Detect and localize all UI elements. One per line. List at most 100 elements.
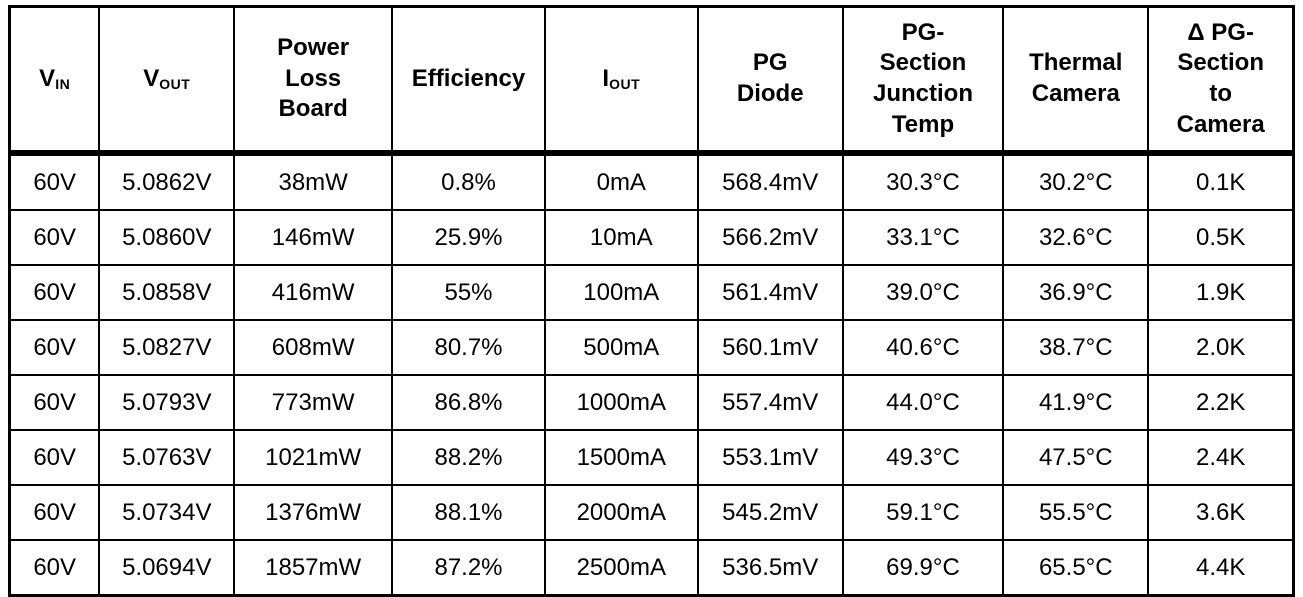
table-cell-delta: 4.4K	[1147, 539, 1295, 597]
table-cell-power_loss: 608mW	[233, 319, 394, 376]
table-cell-thermal: 41.9°C	[1002, 374, 1150, 431]
table-cell-power_loss: 1857mW	[233, 539, 394, 597]
table-cell-thermal: 47.5°C	[1002, 429, 1150, 486]
table-cell-vout: 5.0862V	[98, 152, 236, 211]
table-cell-vin: 60V	[8, 484, 101, 541]
header-iout: IOUT	[543, 5, 699, 156]
table-cell-vout: 5.0827V	[98, 319, 236, 376]
header-pg-section-junction-temp: PG- Section Junction Temp	[841, 5, 1005, 156]
table-cell-delta: 0.1K	[1147, 152, 1295, 211]
table-cell-power_loss: 38mW	[233, 152, 394, 211]
table-row: 60V 5.0858V 416mW 55% 100mA 561.4mV 39.0°C 36.9…	[8, 264, 1295, 321]
table-cell-efficiency: 80.7%	[391, 319, 546, 376]
table-cell-power_loss: 773mW	[233, 374, 394, 431]
table-cell-pg_junction: 30.3°C	[841, 152, 1005, 211]
table-row: 60V 5.0694V 1857mW 87.2% 2500mA 536.5mV 69.9°C…	[8, 539, 1295, 597]
header-vin: VIN	[8, 5, 101, 156]
table-cell-vin: 60V	[8, 374, 101, 431]
header-vout: VOUT	[98, 5, 236, 156]
table-cell-vout: 5.0694V	[98, 539, 236, 597]
table-cell-pg_diode: 545.2mV	[696, 484, 844, 541]
header-vin-main: V	[39, 64, 56, 92]
table-cell-pg_diode: 568.4mV	[696, 152, 844, 211]
table-cell-pg_junction: 69.9°C	[841, 539, 1005, 597]
table-cell-vin: 60V	[8, 152, 101, 211]
table-cell-vout: 5.0858V	[98, 264, 236, 321]
table-cell-thermal: 36.9°C	[1002, 264, 1150, 321]
header-iout-main: I	[602, 64, 610, 92]
header-delta-pg-section-to-camera: Δ PG- Section to Camera	[1147, 5, 1295, 156]
table-cell-delta: 0.5K	[1147, 209, 1295, 266]
header-vin-subscript: IN	[55, 75, 71, 92]
table-cell-iout: 100mA	[543, 264, 699, 321]
header-pg-diode: PG Diode	[696, 5, 844, 156]
table-cell-efficiency: 88.2%	[391, 429, 546, 486]
table-cell-vin: 60V	[8, 319, 101, 376]
table-body: 60V 5.0862V 38mW 0.8% 0mA 568.4mV 30.3°C 30.2°C…	[8, 152, 1295, 597]
table-cell-efficiency: 86.8%	[391, 374, 546, 431]
table-cell-efficiency: 87.2%	[391, 539, 546, 597]
table-cell-pg_diode: 566.2mV	[696, 209, 844, 266]
table-cell-thermal: 32.6°C	[1002, 209, 1150, 266]
table-cell-pg_diode: 553.1mV	[696, 429, 844, 486]
table-cell-thermal: 30.2°C	[1002, 152, 1150, 211]
table-cell-pg_diode: 560.1mV	[696, 319, 844, 376]
table-header: VIN VOUT Power Loss Board Efficiency IOU…	[8, 5, 1295, 156]
table-row: 60V 5.0860V 146mW 25.9% 10mA 566.2mV 33.1°C 32.…	[8, 209, 1295, 266]
table-cell-iout: 500mA	[543, 319, 699, 376]
table-cell-vout: 5.0793V	[98, 374, 236, 431]
table-cell-iout: 0mA	[543, 152, 699, 211]
table-cell-power_loss: 1376mW	[233, 484, 394, 541]
table-cell-vout: 5.0734V	[98, 484, 236, 541]
table-cell-efficiency: 55%	[391, 264, 546, 321]
header-row: VIN VOUT Power Loss Board Efficiency IOU…	[8, 5, 1295, 156]
table-cell-vin: 60V	[8, 539, 101, 597]
table-row: 60V 5.0793V 773mW 86.8% 1000mA 557.4mV 44.0°C 4…	[8, 374, 1295, 431]
table-cell-pg_junction: 39.0°C	[841, 264, 1005, 321]
table-cell-pg_junction: 59.1°C	[841, 484, 1005, 541]
document-page: VIN VOUT Power Loss Board Efficiency IOU…	[8, 5, 1295, 597]
table-cell-power_loss: 146mW	[233, 209, 394, 266]
table-cell-iout: 10mA	[543, 209, 699, 266]
header-thermal-camera: Thermal Camera	[1002, 5, 1150, 156]
table-cell-pg_diode: 536.5mV	[696, 539, 844, 597]
table-cell-iout: 2000mA	[543, 484, 699, 541]
table-cell-vout: 5.0763V	[98, 429, 236, 486]
table-cell-pg_junction: 33.1°C	[841, 209, 1005, 266]
header-power-loss-board: Power Loss Board	[233, 5, 394, 156]
table-row: 60V 5.0734V 1376mW 88.1% 2000mA 545.2mV 59.1°C…	[8, 484, 1295, 541]
header-vout-main: V	[143, 64, 160, 92]
table-cell-vin: 60V	[8, 429, 101, 486]
header-efficiency: Efficiency	[391, 5, 546, 156]
table-cell-vin: 60V	[8, 264, 101, 321]
table-row: 60V 5.0862V 38mW 0.8% 0mA 568.4mV 30.3°C 30.2°C…	[8, 152, 1295, 211]
table-cell-thermal: 38.7°C	[1002, 319, 1150, 376]
table-cell-pg_junction: 40.6°C	[841, 319, 1005, 376]
table-cell-vout: 5.0860V	[98, 209, 236, 266]
table-cell-iout: 2500mA	[543, 539, 699, 597]
table-cell-thermal: 55.5°C	[1002, 484, 1150, 541]
table-cell-pg_diode: 557.4mV	[696, 374, 844, 431]
table-row: 60V 5.0827V 608mW 80.7% 500mA 560.1mV 40.6°C 38…	[8, 319, 1295, 376]
table-cell-efficiency: 0.8%	[391, 152, 546, 211]
table-cell-pg_diode: 561.4mV	[696, 264, 844, 321]
table-row: 60V 5.0763V 1021mW 88.2% 1500mA 553.1mV 49.3°C…	[8, 429, 1295, 486]
table-cell-iout: 1500mA	[543, 429, 699, 486]
table-cell-iout: 1000mA	[543, 374, 699, 431]
table-cell-efficiency: 25.9%	[391, 209, 546, 266]
table-cell-delta: 2.0K	[1147, 319, 1295, 376]
table-cell-delta: 2.2K	[1147, 374, 1295, 431]
measurement-table: VIN VOUT Power Loss Board Efficiency IOU…	[8, 5, 1295, 597]
header-iout-subscript: OUT	[609, 75, 641, 92]
table-cell-power_loss: 416mW	[233, 264, 394, 321]
table-cell-delta: 2.4K	[1147, 429, 1295, 486]
table-cell-pg_junction: 49.3°C	[841, 429, 1005, 486]
table-cell-power_loss: 1021mW	[233, 429, 394, 486]
table-cell-vin: 60V	[8, 209, 101, 266]
header-vout-subscript: OUT	[159, 75, 191, 92]
table-cell-efficiency: 88.1%	[391, 484, 546, 541]
table-cell-delta: 3.6K	[1147, 484, 1295, 541]
table-cell-thermal: 65.5°C	[1002, 539, 1150, 597]
table-cell-pg_junction: 44.0°C	[841, 374, 1005, 431]
table-cell-delta: 1.9K	[1147, 264, 1295, 321]
